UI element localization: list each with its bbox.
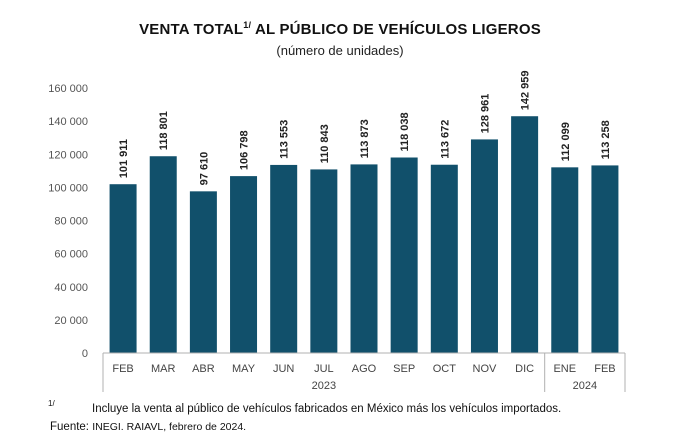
bar (350, 164, 378, 353)
x-tick-label: ENE (553, 363, 576, 375)
bar (149, 156, 177, 353)
x-tick-label: JUN (273, 363, 294, 375)
bar-value-label: 118 038 (399, 112, 411, 151)
year-label: 2023 (312, 380, 336, 392)
bar-value-label: 106 798 (239, 130, 251, 170)
bar (109, 184, 137, 353)
x-tick-label: FEB (112, 363, 133, 375)
x-tick-label: MAR (151, 363, 176, 375)
y-tick-label: 140 000 (48, 116, 88, 128)
bar (230, 176, 258, 353)
bar-value-label: 110 843 (319, 124, 331, 163)
x-tick-label: OCT (433, 363, 457, 375)
bar (470, 139, 498, 353)
chart-title-rest: AL PÚBLICO DE VEHÍCULOS LIGEROS (254, 21, 541, 38)
x-tick-label: FEB (594, 363, 615, 375)
bar (511, 116, 539, 354)
y-tick-label: 60 000 (54, 249, 88, 261)
y-tick-label: 100 000 (48, 182, 88, 194)
bar (551, 167, 579, 353)
source-line: Fuente: INEGI. RAIAVL, febrero de 2024. (50, 421, 246, 433)
bar-value-label: 128 961 (479, 94, 491, 134)
x-tick-label: MAY (232, 363, 256, 375)
x-tick-label: NOV (473, 363, 498, 375)
year-label: 2024 (573, 380, 597, 392)
bar-value-label: 112 099 (560, 122, 572, 161)
x-tick-label: AGO (352, 363, 377, 375)
bar-value-label: 113 553 (279, 120, 291, 159)
y-tick-label: 20 000 (54, 315, 88, 327)
title-note-mark: 1/ (243, 20, 252, 30)
source-text: INEGI. RAIAVL, febrero de 2024. (92, 421, 247, 433)
chart-title: VENTA TOTAL1/ AL PÚBLICO DE VEHÍCULOS LI… (0, 20, 680, 38)
x-tick-label: ABR (192, 363, 215, 375)
bar-value-label: 97 610 (198, 152, 210, 186)
y-tick-label: 0 (82, 348, 88, 360)
source-label: Fuente: (50, 421, 89, 433)
bar (310, 169, 338, 353)
y-tick-label: 120 000 (48, 149, 88, 161)
y-tick-label: 40 000 (54, 282, 88, 294)
footnote-text: Incluye la venta al público de vehículos… (92, 403, 562, 415)
bar-value-label: 142 959 (520, 70, 532, 110)
x-tick-label: DIC (515, 363, 534, 375)
bar-value-label: 113 258 (600, 120, 612, 159)
bar (270, 164, 298, 353)
bar (430, 164, 458, 353)
x-tick-label: JUL (314, 363, 334, 375)
bar-value-label: 101 911 (118, 139, 130, 178)
y-tick-label: 80 000 (54, 216, 88, 228)
bar-chart: 0 20 000 40 000 60 000 80 000 100 000 120 000 1… (48, 70, 626, 392)
bar (390, 157, 418, 353)
x-tick-label: SEP (393, 363, 415, 375)
bar-value-label: 113 873 (359, 119, 371, 158)
chart-subtitle: (número de unidades) (276, 43, 404, 58)
footnote-mark: 1/ (48, 399, 55, 408)
bar (591, 165, 619, 353)
bar (189, 191, 217, 353)
bar-value-label: 118 801 (158, 111, 170, 150)
y-tick-label: 160 000 (48, 83, 88, 95)
bar-value-label: 113 672 (439, 120, 451, 159)
chart-title-main: VENTA TOTAL (139, 21, 244, 38)
